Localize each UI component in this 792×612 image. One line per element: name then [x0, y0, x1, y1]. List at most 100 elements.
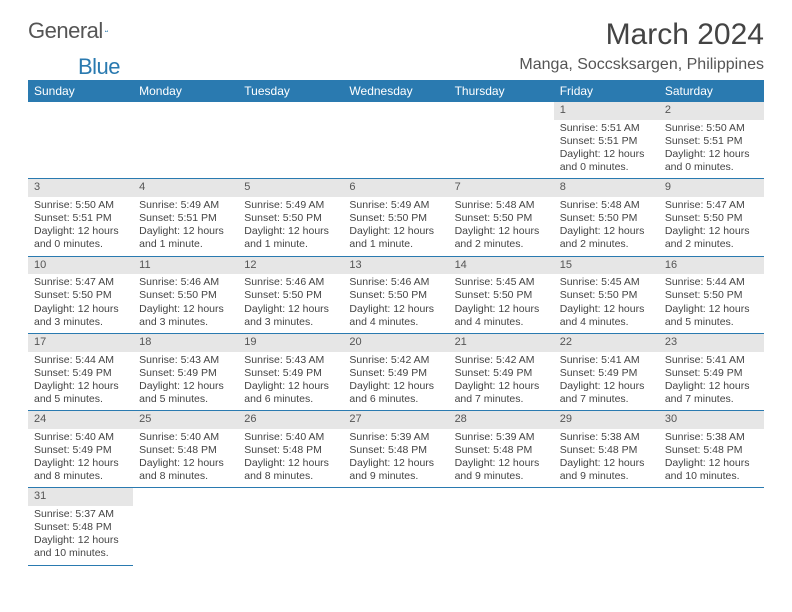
header: General March 2024	[28, 18, 764, 52]
daylight-text-2: and 3 minutes.	[139, 316, 232, 329]
sunrise-text: Sunrise: 5:46 AM	[244, 276, 337, 289]
day-number-cell	[449, 488, 554, 506]
day-details-cell: Sunrise: 5:47 AMSunset: 5:50 PMDaylight:…	[659, 197, 764, 256]
daylight-text-2: and 9 minutes.	[455, 470, 548, 483]
day-number-cell: 11	[133, 256, 238, 274]
sunset-text: Sunset: 5:51 PM	[560, 135, 653, 148]
sunrise-text: Sunrise: 5:39 AM	[349, 431, 442, 444]
sunrise-text: Sunrise: 5:44 AM	[34, 354, 127, 367]
sunrise-text: Sunrise: 5:43 AM	[139, 354, 232, 367]
day-number-cell: 27	[343, 411, 448, 429]
day-details-cell: Sunrise: 5:51 AMSunset: 5:51 PMDaylight:…	[554, 120, 659, 179]
daylight-text-2: and 0 minutes.	[34, 238, 127, 251]
sunset-text: Sunset: 5:50 PM	[665, 212, 758, 225]
daylight-text-1: Daylight: 12 hours	[349, 380, 442, 393]
sunset-text: Sunset: 5:50 PM	[34, 289, 127, 302]
daylight-text-2: and 8 minutes.	[139, 470, 232, 483]
day-details-cell: Sunrise: 5:41 AMSunset: 5:49 PMDaylight:…	[554, 352, 659, 411]
daylight-text-1: Daylight: 12 hours	[665, 225, 758, 238]
day-number-cell: 21	[449, 333, 554, 351]
day-details-cell: Sunrise: 5:39 AMSunset: 5:48 PMDaylight:…	[449, 429, 554, 488]
sunrise-text: Sunrise: 5:38 AM	[665, 431, 758, 444]
day-number-cell: 30	[659, 411, 764, 429]
weekday-header: Friday	[554, 80, 659, 102]
day-number-cell	[343, 488, 448, 506]
sunset-text: Sunset: 5:50 PM	[349, 212, 442, 225]
day-number-cell: 29	[554, 411, 659, 429]
day-details-cell	[659, 506, 764, 565]
sunset-text: Sunset: 5:49 PM	[665, 367, 758, 380]
day-number-cell	[449, 102, 554, 120]
sunset-text: Sunset: 5:50 PM	[560, 289, 653, 302]
sunrise-text: Sunrise: 5:38 AM	[560, 431, 653, 444]
daylight-text-2: and 10 minutes.	[665, 470, 758, 483]
daylight-text-2: and 6 minutes.	[349, 393, 442, 406]
day-number-cell	[554, 488, 659, 506]
daylight-text-2: and 1 minute.	[139, 238, 232, 251]
sunset-text: Sunset: 5:49 PM	[560, 367, 653, 380]
day-details-cell: Sunrise: 5:46 AMSunset: 5:50 PMDaylight:…	[343, 274, 448, 333]
day-number-cell: 25	[133, 411, 238, 429]
weekday-header: Tuesday	[238, 80, 343, 102]
daylight-text-1: Daylight: 12 hours	[665, 457, 758, 470]
day-details-cell: Sunrise: 5:37 AMSunset: 5:48 PMDaylight:…	[28, 506, 133, 565]
day-number-cell	[659, 488, 764, 506]
sunset-text: Sunset: 5:48 PM	[455, 444, 548, 457]
sunrise-text: Sunrise: 5:42 AM	[455, 354, 548, 367]
day-number-cell: 14	[449, 256, 554, 274]
weekday-header: Thursday	[449, 80, 554, 102]
sunrise-text: Sunrise: 5:46 AM	[139, 276, 232, 289]
daylight-text-1: Daylight: 12 hours	[665, 148, 758, 161]
day-number-cell: 31	[28, 488, 133, 506]
details-row: Sunrise: 5:40 AMSunset: 5:49 PM Daylight:…	[28, 429, 764, 488]
sunset-text: Sunset: 5:49 PM	[244, 367, 337, 380]
sunset-text: Sunset: 5:50 PM	[244, 289, 337, 302]
day-details-cell: Sunrise: 5:38 AMSunset: 5:48 PMDaylight:…	[554, 429, 659, 488]
daylight-text-1: Daylight: 12 hours	[560, 457, 653, 470]
day-details-cell: Sunrise: 5:46 AMSunset: 5:50 PMDaylight:…	[133, 274, 238, 333]
daylight-text-2: and 9 minutes.	[349, 470, 442, 483]
weekday-header: Wednesday	[343, 80, 448, 102]
day-details-cell: Sunrise: 5:40 AMSunset: 5:48 PMDaylight:…	[133, 429, 238, 488]
daylight-text-2: and 3 minutes.	[244, 316, 337, 329]
sunset-text: Sunset: 5:48 PM	[560, 444, 653, 457]
sunset-text: Sunset: 5:49 PM	[34, 367, 127, 380]
daylight-text-1: Daylight: 12 hours	[560, 303, 653, 316]
sunset-text: Sunset: 5:50 PM	[560, 212, 653, 225]
sunset-text: Sunset: 5:50 PM	[455, 212, 548, 225]
day-details-cell	[449, 506, 554, 565]
daylight-text-1: Daylight: 12 hours	[560, 380, 653, 393]
daylight-text-2: and 4 minutes.	[560, 316, 653, 329]
sunset-text: Sunset: 5:48 PM	[349, 444, 442, 457]
daylight-text-1: Daylight: 12 hours	[34, 225, 127, 238]
sunset-text: Sunset: 5:49 PM	[139, 367, 232, 380]
daylight-text-2: and 1 minute.	[244, 238, 337, 251]
daylight-text-1: Daylight: 12 hours	[665, 380, 758, 393]
calendar-table: Sunday Monday Tuesday Wednesday Thursday…	[28, 80, 764, 566]
details-row: Sunrise: 5:51 AMSunset: 5:51 PM Daylight:…	[28, 120, 764, 179]
day-details-cell: Sunrise: 5:42 AMSunset: 5:49 PMDaylight:…	[449, 352, 554, 411]
day-details-cell: Sunrise: 5:49 AMSunset: 5:50 PMDaylight:…	[343, 197, 448, 256]
daylight-text-1: Daylight: 12 hours	[349, 457, 442, 470]
sunrise-text: Sunrise: 5:51 AM	[560, 122, 653, 135]
sunrise-text: Sunrise: 5:50 AM	[34, 199, 127, 212]
day-details-cell	[133, 506, 238, 565]
day-number-cell: 8	[554, 179, 659, 197]
day-number-cell: 19	[238, 333, 343, 351]
daylight-text-1: Daylight: 12 hours	[455, 225, 548, 238]
details-row: Sunrise: 5:50 AMSunset: 5:51 PMDaylight:…	[28, 197, 764, 256]
sunrise-text: Sunrise: 5:47 AM	[665, 199, 758, 212]
day-number-cell	[133, 488, 238, 506]
daylight-text-2: and 1 minute.	[349, 238, 442, 251]
daylight-text-2: and 2 minutes.	[455, 238, 548, 251]
sunset-text: Sunset: 5:49 PM	[349, 367, 442, 380]
sunset-text: Sunset: 5:49 PM	[34, 444, 127, 457]
daynum-row: 24252627282930	[28, 411, 764, 429]
sunrise-text: Sunrise: 5:43 AM	[244, 354, 337, 367]
daylight-text-1: Daylight: 12 hours	[34, 380, 127, 393]
day-details-cell: Sunrise: 5:50 AMSunset: 5:51 PMDaylight:…	[659, 120, 764, 179]
sunset-text: Sunset: 5:48 PM	[34, 521, 127, 534]
weekday-header: Sunday	[28, 80, 133, 102]
sunrise-text: Sunrise: 5:40 AM	[34, 431, 127, 444]
day-details-cell	[554, 506, 659, 565]
